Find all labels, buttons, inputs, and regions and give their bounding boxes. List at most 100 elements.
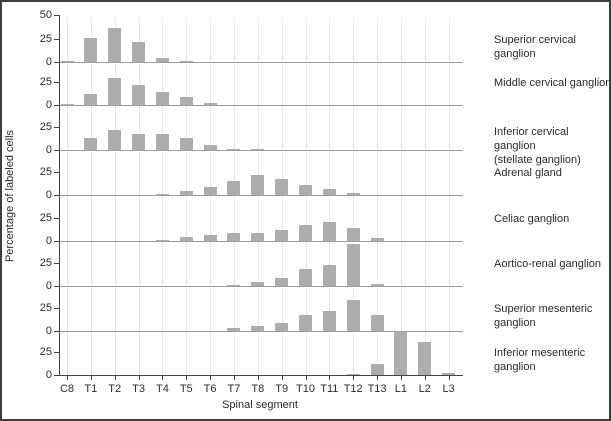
gridline-t11 bbox=[329, 17, 331, 375]
y-tick-label: 0 bbox=[45, 325, 52, 337]
bar-t13 bbox=[370, 315, 384, 331]
bar-t12 bbox=[346, 300, 360, 331]
y-tick-mark bbox=[54, 286, 59, 287]
y-tick-label: 0 bbox=[45, 235, 52, 247]
bar-t13 bbox=[370, 284, 384, 286]
x-tick-label-t11: T11 bbox=[320, 383, 339, 395]
x-tick-label-l3: L3 bbox=[442, 383, 455, 395]
x-tick-mark bbox=[281, 376, 283, 380]
bar-t9 bbox=[275, 323, 289, 331]
bar-t7 bbox=[227, 285, 241, 286]
bar-t8 bbox=[251, 282, 265, 286]
x-tick-label-t13: T13 bbox=[367, 383, 387, 395]
y-tick-mark bbox=[54, 171, 59, 173]
x-axis-title: Spinal segment bbox=[222, 399, 298, 411]
x-axis-line bbox=[59, 375, 463, 376]
bar-t3 bbox=[132, 134, 146, 150]
y-tick-mark bbox=[54, 375, 59, 376]
bar-t12 bbox=[346, 228, 360, 241]
y-tick-label: 25 bbox=[39, 256, 52, 269]
y-tick-label: 0 bbox=[45, 144, 52, 156]
panel-label-7: Superior mesenteric ganglion bbox=[494, 303, 593, 329]
bar-t1 bbox=[84, 38, 98, 62]
bar-t10 bbox=[299, 225, 312, 241]
x-tick-mark bbox=[186, 376, 188, 380]
bar-l3 bbox=[442, 373, 456, 375]
gridline-t7 bbox=[233, 17, 235, 375]
gridline-t9 bbox=[281, 17, 283, 375]
bar-l2 bbox=[418, 342, 432, 375]
y-tick-mark bbox=[54, 241, 59, 242]
bar-t11 bbox=[322, 265, 336, 286]
gridline-l1 bbox=[400, 17, 402, 375]
panel-zero-line bbox=[59, 105, 463, 106]
x-tick-label-c8: C8 bbox=[59, 383, 75, 395]
y-tick-label: 25 bbox=[39, 165, 52, 178]
gridline-t1 bbox=[90, 17, 92, 375]
bar-t4 bbox=[155, 58, 169, 62]
panel-zero-line bbox=[59, 331, 463, 332]
x-tick-label-t7: T7 bbox=[227, 383, 241, 395]
x-tick-label-l1: L1 bbox=[394, 383, 408, 395]
bar-t6 bbox=[203, 145, 217, 150]
x-tick-label-t12: T12 bbox=[343, 383, 363, 395]
y-tick-mark bbox=[54, 351, 59, 353]
bar-t4 bbox=[155, 92, 169, 105]
bar-t6 bbox=[203, 103, 217, 105]
x-tick-label-t4: T4 bbox=[155, 383, 169, 395]
gridline-t5 bbox=[186, 17, 188, 375]
bar-t7 bbox=[227, 328, 241, 331]
panel-zero-line bbox=[59, 150, 463, 151]
x-tick-mark bbox=[233, 376, 235, 380]
bar-t9 bbox=[275, 230, 289, 241]
bar-t7 bbox=[227, 149, 241, 150]
y-tick-label: 25 bbox=[39, 75, 52, 88]
y-tick-mark bbox=[54, 262, 59, 264]
y-tick-mark bbox=[54, 150, 59, 151]
x-tick-mark bbox=[424, 376, 426, 380]
y-tick-mark bbox=[54, 15, 59, 16]
bar-t4 bbox=[155, 134, 169, 150]
panel-label-1: Superior cervical ganglion bbox=[494, 34, 576, 60]
y-tick-label: 25 bbox=[39, 301, 52, 314]
bar-t5 bbox=[179, 237, 193, 241]
x-tick-mark bbox=[67, 376, 68, 380]
x-tick-mark bbox=[377, 376, 379, 380]
x-tick-label-t10: T10 bbox=[296, 383, 315, 395]
y-tick-mark bbox=[54, 331, 59, 332]
x-tick-mark bbox=[90, 376, 92, 380]
x-tick-mark bbox=[400, 376, 402, 380]
panel-zero-line bbox=[59, 286, 463, 287]
y-axis-line bbox=[59, 15, 60, 376]
gridline-t8 bbox=[257, 17, 259, 375]
bar-t1 bbox=[84, 94, 98, 105]
gridline-c8 bbox=[67, 17, 68, 375]
y-tick-label: 0 bbox=[45, 369, 52, 381]
bar-t2 bbox=[108, 78, 122, 105]
bar-t6 bbox=[203, 235, 217, 241]
y-tick-label: 0 bbox=[45, 56, 52, 68]
panel-zero-line bbox=[59, 62, 463, 63]
bar-t3 bbox=[132, 42, 146, 62]
y-tick-label: 25 bbox=[39, 211, 52, 224]
x-tick-mark bbox=[329, 376, 331, 380]
y-tick-label: 0 bbox=[45, 99, 52, 111]
panel-zero-line bbox=[59, 195, 463, 196]
gridline-t6 bbox=[210, 17, 212, 375]
bar-c8 bbox=[60, 104, 74, 105]
x-tick-mark bbox=[448, 376, 450, 380]
gridline-l3 bbox=[448, 17, 450, 375]
x-tick-label-t3: T3 bbox=[132, 383, 145, 395]
bar-t13 bbox=[370, 364, 384, 375]
bar-t5 bbox=[179, 97, 193, 105]
panel-zero-line bbox=[59, 241, 463, 242]
x-tick-mark bbox=[210, 376, 212, 380]
x-tick-label-t2: T2 bbox=[108, 383, 122, 395]
y-tick-mark bbox=[54, 38, 59, 40]
bar-t8 bbox=[251, 149, 265, 150]
gridline-l2 bbox=[424, 17, 426, 375]
bar-t11 bbox=[322, 189, 336, 195]
bar-t11 bbox=[322, 311, 336, 331]
